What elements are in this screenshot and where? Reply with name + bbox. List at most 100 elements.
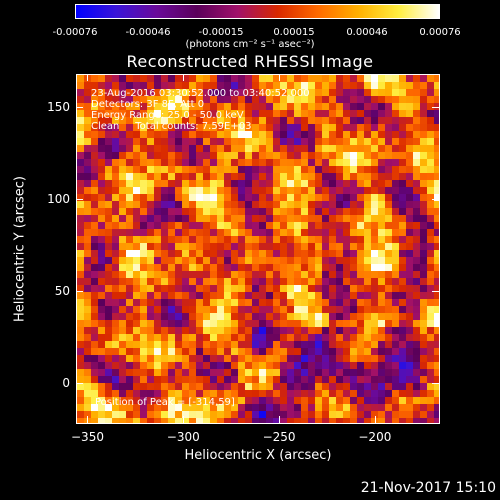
heatmap-cell — [259, 285, 266, 292]
heatmap-cell — [399, 159, 406, 166]
heatmap-cell — [259, 222, 266, 229]
heatmap-cell — [280, 89, 287, 96]
heatmap-cell — [105, 166, 112, 173]
heatmap-cell — [224, 355, 231, 362]
heatmap-cell — [266, 124, 273, 131]
heatmap-cell — [406, 334, 413, 341]
heatmap-cell — [161, 390, 168, 397]
heatmap-cell — [147, 89, 154, 96]
heatmap-cell — [364, 75, 371, 82]
heatmap-cell — [203, 285, 210, 292]
heatmap-cell — [98, 152, 105, 159]
heatmap-cell — [329, 369, 336, 376]
heatmap-cell — [280, 208, 287, 215]
heatmap-cell — [245, 208, 252, 215]
heatmap-cell — [371, 194, 378, 201]
heatmap-cell — [357, 187, 364, 194]
heatmap-cell — [126, 320, 133, 327]
heatmap-cell — [301, 152, 308, 159]
heatmap-cell — [336, 285, 343, 292]
heatmap-cell — [77, 159, 84, 166]
heatmap-cell — [413, 320, 420, 327]
heatmap-cell — [280, 306, 287, 313]
heatmap-cell — [434, 390, 439, 397]
heatmap-cell — [308, 341, 315, 348]
heatmap-cell — [322, 250, 329, 257]
heatmap-cell — [203, 201, 210, 208]
heatmap-cell — [266, 278, 273, 285]
heatmap-cell — [252, 334, 259, 341]
heatmap-cell — [154, 89, 161, 96]
heatmap-cell — [182, 369, 189, 376]
heatmap-cell — [385, 341, 392, 348]
heatmap-cell — [224, 278, 231, 285]
heatmap-cell — [196, 208, 203, 215]
heatmap-cell — [231, 362, 238, 369]
heatmap-cell — [238, 166, 245, 173]
heatmap-cell — [259, 376, 266, 383]
heatmap-cell — [357, 243, 364, 250]
heatmap-cell — [385, 82, 392, 89]
heatmap-cell — [371, 299, 378, 306]
heatmap-cell — [224, 180, 231, 187]
heatmap-cell — [238, 292, 245, 299]
heatmap-cell — [280, 152, 287, 159]
heatmap-cell — [105, 362, 112, 369]
heatmap-cell — [119, 327, 126, 334]
heatmap-cell — [161, 208, 168, 215]
heatmap-cell — [105, 271, 112, 278]
heatmap-cell — [91, 194, 98, 201]
heatmap-cell — [175, 271, 182, 278]
heatmap-cell — [315, 201, 322, 208]
heatmap-cell — [147, 243, 154, 250]
heatmap-cell — [329, 138, 336, 145]
heatmap-cell — [322, 355, 329, 362]
heatmap-cell — [301, 369, 308, 376]
heatmap-cell — [133, 278, 140, 285]
heatmap-cell — [315, 110, 322, 117]
heatmap-cell — [224, 397, 231, 404]
heatmap-cell — [161, 348, 168, 355]
heatmap-cell — [147, 348, 154, 355]
heatmap-cell — [196, 180, 203, 187]
heatmap-cell — [84, 292, 91, 299]
heatmap-cell — [399, 180, 406, 187]
heatmap-cell — [147, 124, 154, 131]
heatmap-cell — [112, 313, 119, 320]
heatmap-cell — [294, 397, 301, 404]
heatmap-cell — [133, 243, 140, 250]
heatmap-cell — [119, 292, 126, 299]
heatmap-cell — [322, 397, 329, 404]
heatmap-cell — [322, 390, 329, 397]
heatmap-cell — [266, 103, 273, 110]
heatmap-cell — [175, 341, 182, 348]
heatmap-cell — [133, 166, 140, 173]
heatmap-cell — [168, 166, 175, 173]
heatmap-cell — [322, 348, 329, 355]
heatmap-cell — [427, 271, 434, 278]
heatmap-cell — [364, 285, 371, 292]
heatmap-cell — [301, 138, 308, 145]
heatmap-cell — [84, 131, 91, 138]
heatmap-cell — [280, 313, 287, 320]
heatmap-cell — [91, 411, 98, 418]
heatmap-cell — [189, 131, 196, 138]
heatmap-cell — [147, 292, 154, 299]
heatmap-cell — [420, 96, 427, 103]
heatmap-cell — [112, 208, 119, 215]
heatmap-cell — [196, 187, 203, 194]
heatmap-cell — [161, 313, 168, 320]
heatmap-cell — [329, 362, 336, 369]
heatmap-cell — [245, 236, 252, 243]
heatmap-cell — [217, 292, 224, 299]
heatmap-cell — [329, 110, 336, 117]
heatmap-cell — [420, 110, 427, 117]
heatmap-cell — [175, 411, 182, 418]
colorbar-tick-label: -0.00046 — [125, 27, 171, 38]
heatmap-cell — [336, 229, 343, 236]
heatmap-cell — [420, 194, 427, 201]
heatmap-cell — [343, 348, 350, 355]
heatmap-cell — [301, 271, 308, 278]
heatmap-cell — [210, 138, 217, 145]
heatmap-cell — [189, 187, 196, 194]
